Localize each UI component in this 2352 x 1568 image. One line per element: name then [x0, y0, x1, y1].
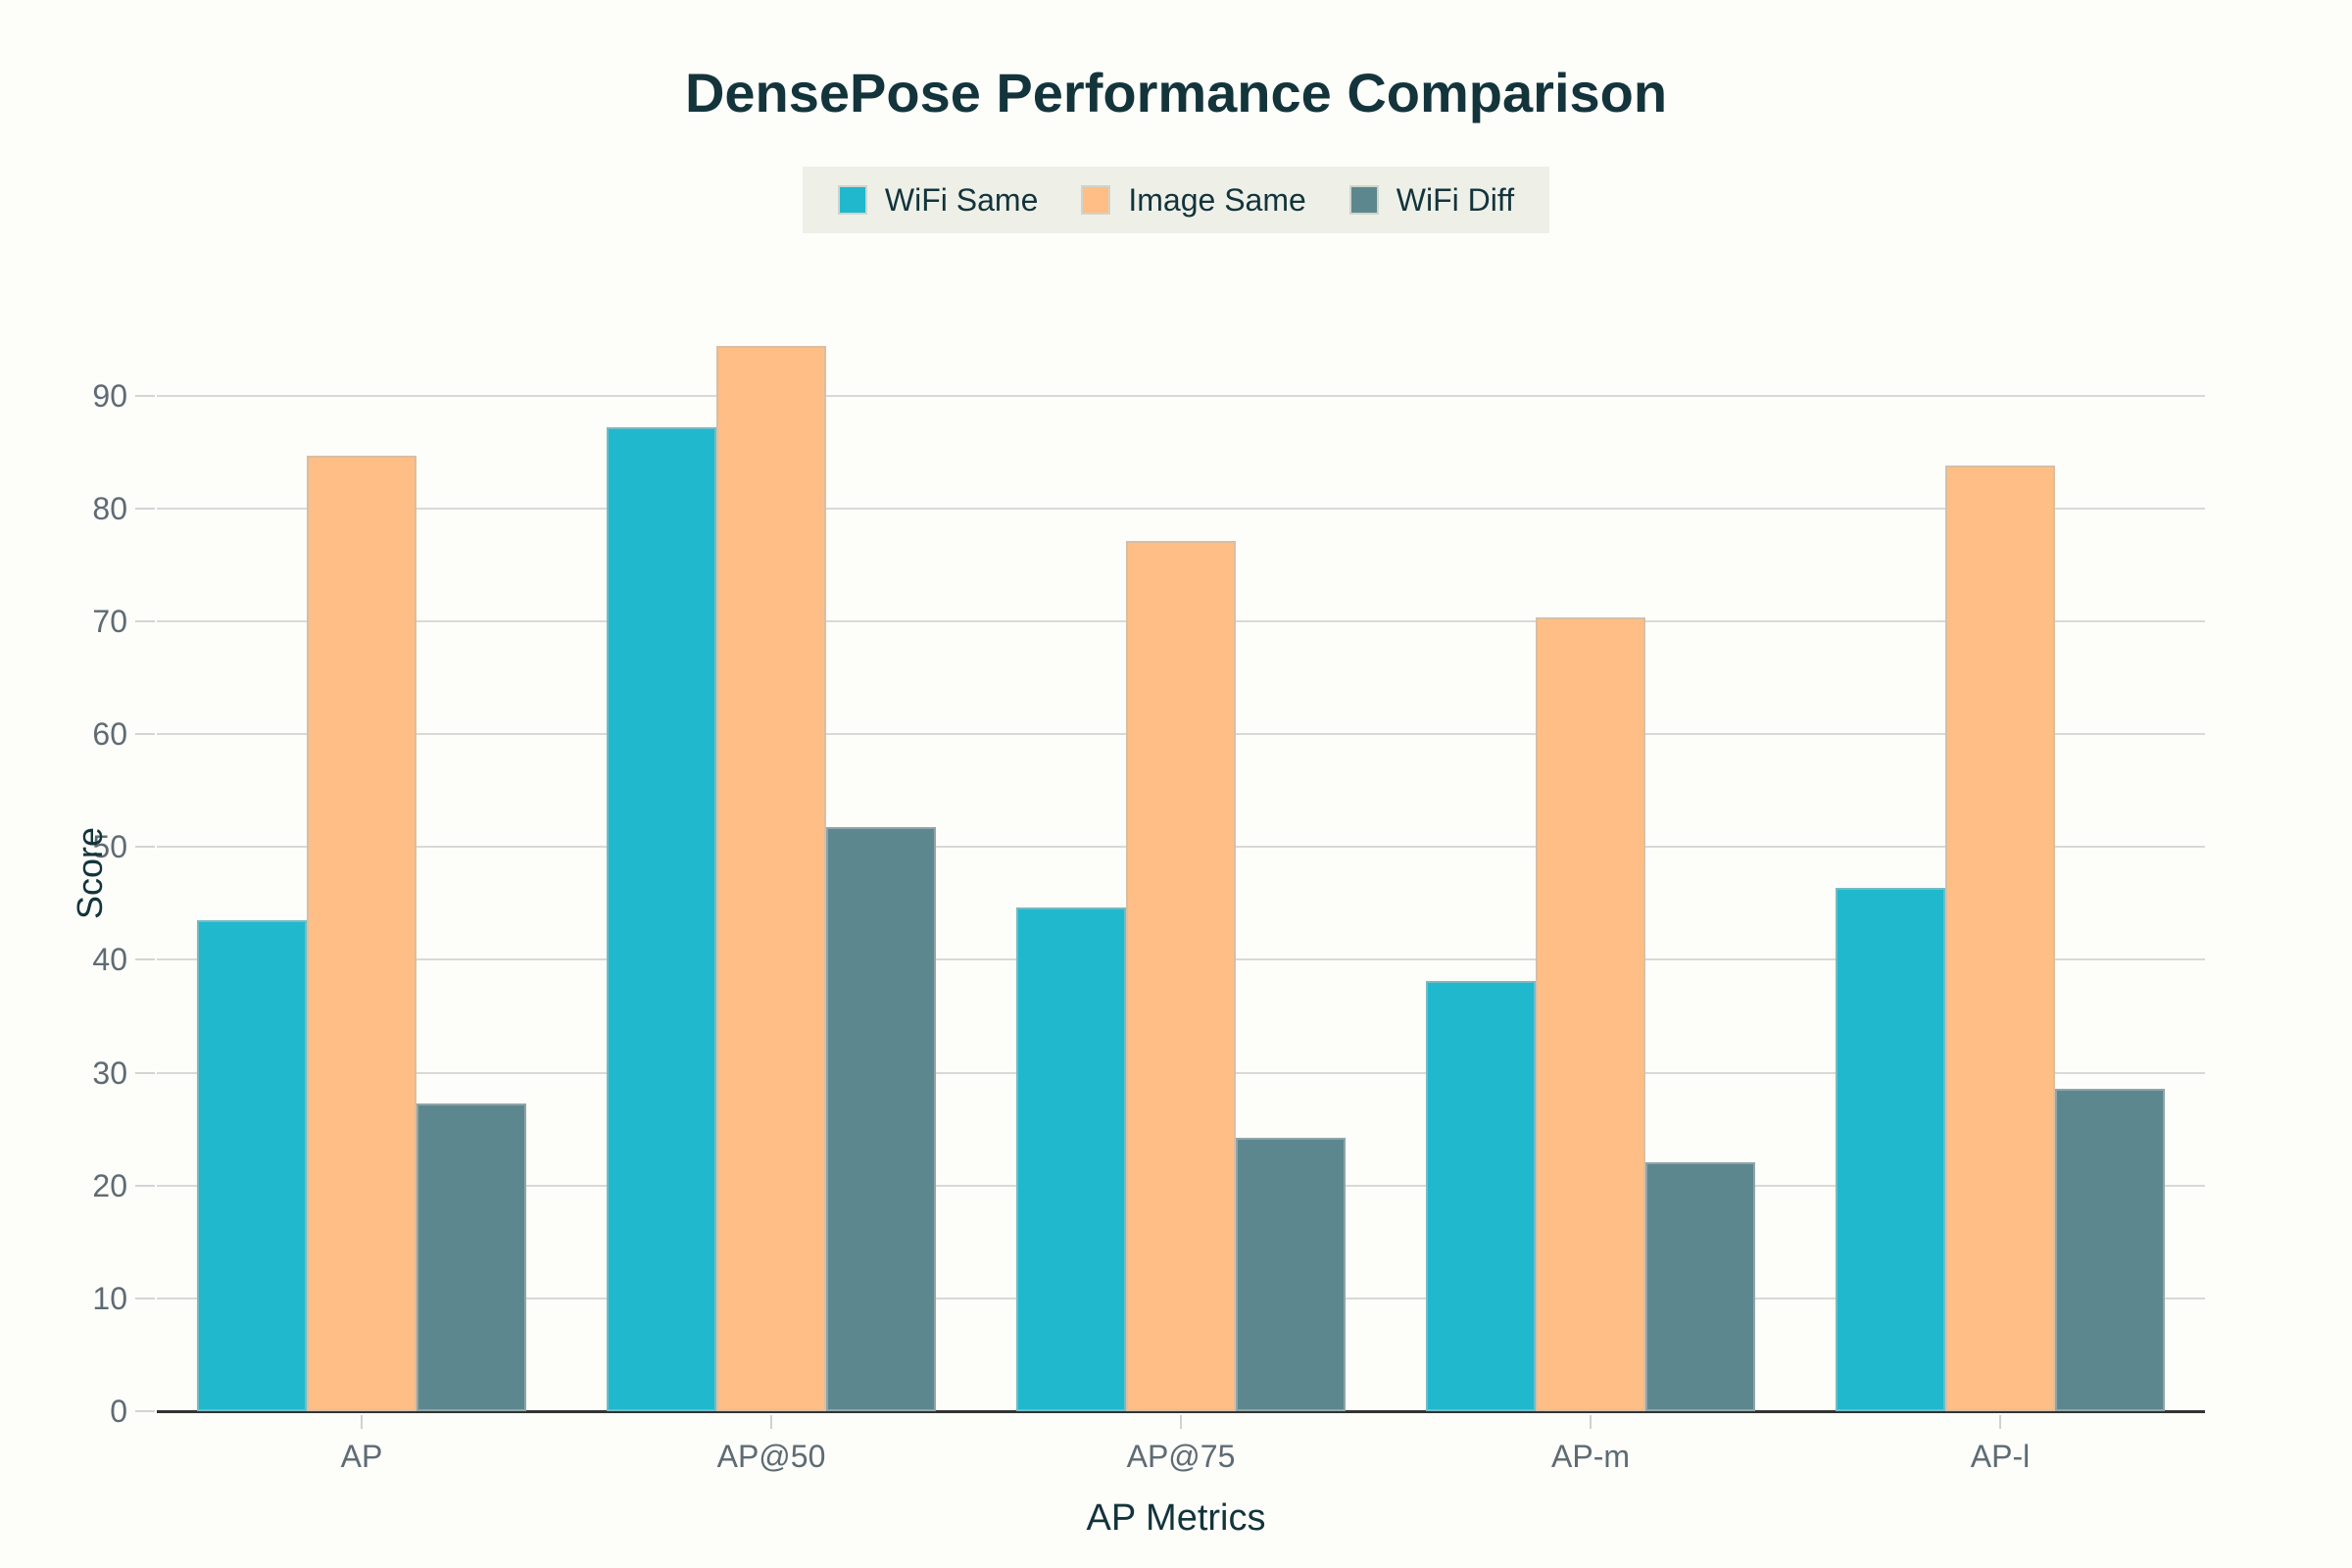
x-tick-label-ap-l: AP-l [1970, 1439, 2031, 1474]
y-tick-mark-90 [135, 394, 155, 397]
gridline-80 [157, 507, 2205, 510]
bar-wifi-same-ap[interactable] [197, 920, 307, 1411]
legend-label-image-same: Image Same [1128, 181, 1306, 218]
y-tick-mark-60 [135, 733, 155, 736]
legend-container: WiFi Same Image Same WiFi Diff [0, 167, 2352, 233]
chart-title: DensePose Performance Comparison [684, 62, 1668, 123]
legend-swatch-wifi-same [837, 185, 867, 215]
y-tick-label-90: 90 [92, 377, 127, 414]
bar-wifi-diff-ap-50[interactable] [826, 826, 936, 1411]
x-tick-mark-ap-m [1590, 1415, 1592, 1429]
x-tick-mark-ap-75 [1180, 1415, 1182, 1429]
y-tick-mark-50 [135, 846, 155, 849]
legend-label-wifi-diff: WiFi Diff [1396, 181, 1515, 218]
bar-image-same-ap-50[interactable] [716, 345, 826, 1411]
y-tick-label-30: 30 [92, 1054, 127, 1091]
bar-wifi-diff-ap-m[interactable] [1645, 1161, 1755, 1411]
y-tick-mark-70 [135, 619, 155, 622]
y-tick-label-70: 70 [92, 603, 127, 639]
x-tick-label-ap-m: AP-m [1551, 1439, 1630, 1474]
bar-image-same-ap[interactable] [307, 455, 416, 1411]
bar-wifi-same-ap-50[interactable] [607, 426, 716, 1411]
legend-item-wifi-diff[interactable]: WiFi Diff [1348, 181, 1515, 219]
bar-wifi-diff-ap-l[interactable] [2055, 1088, 2165, 1411]
x-tick-label-ap-50: AP@50 [716, 1439, 826, 1474]
bar-image-same-ap-75[interactable] [1126, 541, 1236, 1411]
bar-wifi-same-ap-m[interactable] [1426, 981, 1536, 1411]
legend-item-wifi-same[interactable]: WiFi Same [837, 181, 1039, 219]
legend-label-wifi-same: WiFi Same [884, 181, 1039, 218]
legend-swatch-wifi-diff [1348, 185, 1379, 215]
x-tick-label-ap-75: AP@75 [1126, 1439, 1236, 1474]
legend-item-image-same[interactable]: Image Same [1081, 181, 1306, 219]
y-tick-label-80: 80 [92, 490, 127, 526]
y-tick-label-10: 10 [92, 1280, 127, 1316]
x-tick-mark-ap-50 [770, 1415, 772, 1429]
x-axis-title: AP Metrics [1086, 1497, 1266, 1539]
y-tick-mark-30 [135, 1071, 155, 1074]
x-tick-label-ap: AP [340, 1439, 383, 1474]
bar-wifi-same-ap-75[interactable] [1016, 907, 1126, 1411]
y-tick-label-40: 40 [92, 942, 127, 978]
y-tick-label-50: 50 [92, 829, 127, 865]
x-tick-mark-ap-l [1999, 1415, 2001, 1429]
bar-image-same-ap-m[interactable] [1536, 617, 1645, 1411]
y-tick-label-60: 60 [92, 716, 127, 753]
y-axis-title: Score [70, 826, 110, 920]
bar-image-same-ap-l[interactable] [1945, 466, 2055, 1411]
y-tick-label-20: 20 [92, 1167, 127, 1203]
legend-swatch-image-same [1081, 185, 1111, 215]
y-tick-mark-0 [135, 1410, 155, 1412]
bar-wifi-same-ap-l[interactable] [1836, 887, 1945, 1411]
y-tick-mark-40 [135, 958, 155, 961]
y-tick-label-0: 0 [110, 1394, 127, 1429]
y-tick-mark-20 [135, 1184, 155, 1187]
x-axis-line [157, 1410, 2205, 1413]
legend: WiFi Same Image Same WiFi Diff [802, 167, 1550, 233]
bar-wifi-diff-ap[interactable] [416, 1102, 526, 1411]
x-tick-mark-ap [361, 1415, 363, 1429]
gridline-90 [157, 394, 2205, 397]
y-tick-mark-10 [135, 1297, 155, 1299]
bar-wifi-diff-ap-75[interactable] [1236, 1138, 1346, 1411]
y-tick-mark-80 [135, 507, 155, 510]
